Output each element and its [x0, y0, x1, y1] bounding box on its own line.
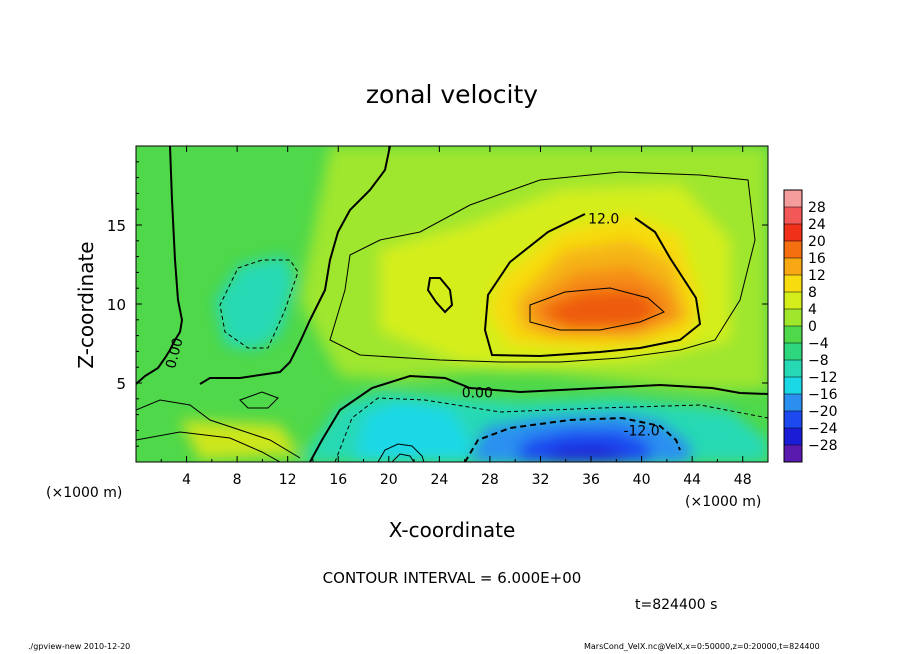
contour-line-minus-twelve [464, 416, 681, 462]
y-axis-label: Z-coordinate [74, 241, 98, 368]
contour-line-twelve [483, 213, 702, 358]
colorbar-segment [784, 428, 802, 446]
x-tick-label: 16 [329, 472, 347, 488]
colorbar-label: −4 [808, 336, 829, 352]
x-tick-label: 48 [734, 472, 752, 488]
footer-right: MarsCond_VelX.nc@VelX,x=0:50000,z=0:2000… [584, 642, 820, 651]
x-tick-label: 36 [582, 472, 600, 488]
x-tick-label: 44 [683, 472, 701, 488]
colorbar-segment [784, 411, 802, 429]
x-tick-label: 12 [279, 472, 297, 488]
contour-line-eighteen [529, 287, 665, 331]
colorbar-segment [784, 360, 802, 378]
plot-area: 12.0 0.00 -12.0 0.00 [136, 146, 768, 462]
y-tick-label: 15 [107, 217, 126, 235]
x-axis-label: X-coordinate [389, 518, 516, 542]
x-tick-label: 8 [233, 472, 242, 488]
y-tick-label: 5 [116, 375, 126, 393]
z-unit-label: (×1000 m) [685, 494, 761, 510]
colorbar-segment [784, 326, 802, 344]
colorbar-label: 16 [808, 251, 826, 267]
chart-title: zonal velocity [366, 80, 538, 109]
contour-label: 12.0 [588, 212, 619, 228]
x-tick-label: 20 [380, 472, 398, 488]
field-low-left-yellow [180, 420, 300, 460]
colorbar-label: −28 [808, 438, 838, 454]
colorbar-segment [784, 343, 802, 361]
x-tick-label: 24 [430, 472, 448, 488]
colorbar-label: 28 [808, 200, 826, 216]
field-cyan-strong [355, 402, 470, 462]
contour-line-lower-circle-inner [391, 453, 415, 462]
y-axis: 5 10 15 [107, 161, 768, 447]
x-tick-label: 40 [633, 472, 651, 488]
colorbar-segment [784, 309, 802, 327]
colorbar-label: −12 [808, 370, 838, 386]
y-tick-label: 10 [107, 296, 126, 314]
contour-line-six [329, 171, 756, 363]
colorbar-label: 0 [808, 319, 817, 335]
colorbar-segment [784, 394, 802, 412]
colorbar-segment [784, 190, 802, 208]
colorbar-label: −20 [808, 404, 838, 420]
contour-label-layer: 12.0 0.00 -12.0 0.00 [163, 212, 660, 440]
contour-label: -12.0 [623, 423, 659, 439]
contour-label: 0.00 [462, 385, 493, 401]
contour-line-zero-lower [309, 374, 768, 462]
colorbar-segment [784, 275, 802, 293]
colorbar-segment [784, 445, 802, 463]
contour-line-minus-six-left [219, 259, 299, 349]
contour-line-small-loop [426, 277, 454, 314]
colorbar-segment [784, 292, 802, 310]
time-text: t=824400 s [635, 597, 717, 613]
field-cyan-left [215, 255, 295, 350]
colorbar-label: −16 [808, 387, 838, 403]
x-axis: 4 8 12 16 20 24 28 32 36 40 44 48 [160, 146, 752, 488]
colorbar-label: 20 [808, 234, 826, 250]
x-tick-label: 32 [532, 472, 550, 488]
colorbar-label: 4 [808, 302, 817, 318]
colorbar-label: −24 [808, 421, 838, 437]
footer-left: ./gpview-new 2010-12-20 [28, 642, 131, 651]
colorbar-segment [784, 207, 802, 225]
colorbar-segment [784, 241, 802, 259]
contour-line-left-bump [239, 391, 279, 409]
contour-line-lower-left [136, 399, 301, 459]
x-tick-label: 28 [481, 472, 499, 488]
x-unit-label: (×1000 m) [46, 485, 122, 501]
field-dark-blue [540, 446, 625, 462]
contour-label: 0.00 [163, 336, 187, 370]
colorbar-segment [784, 224, 802, 242]
colorbar-segment [784, 377, 802, 395]
colorbar-label: 8 [808, 285, 817, 301]
colorbar-label: −8 [808, 353, 829, 369]
contour-interval-text: CONTOUR INTERVAL = 6.000E+00 [323, 569, 582, 587]
contour-line-zero-upper [199, 146, 391, 385]
contour-line-lower-circle [377, 443, 425, 462]
x-tick-label: 4 [182, 472, 191, 488]
contour-line-minus-six-lower [334, 397, 768, 462]
contour-line-zero-main [136, 146, 184, 385]
contour-line-lower-left-2 [136, 431, 281, 462]
field-red-orange [540, 290, 660, 328]
colorbar-label: 24 [808, 217, 826, 233]
colorbar-label: 12 [808, 268, 826, 284]
colorbar-segment [784, 258, 802, 276]
